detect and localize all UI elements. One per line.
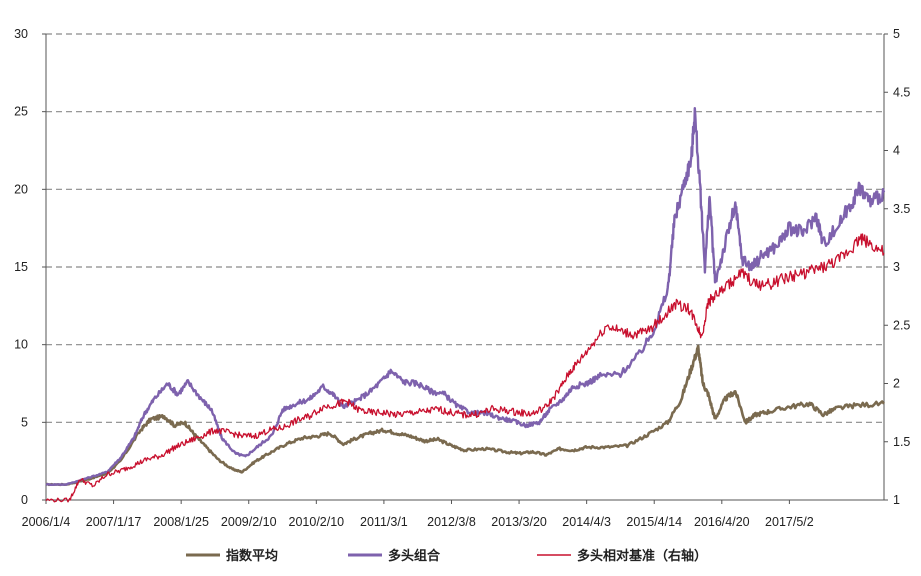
series-line [45,107,886,486]
y-right-tick-label: 5 [893,27,900,41]
y-left-tick-label: 5 [21,415,28,429]
y-right-tick-label: 2 [893,377,900,391]
y-right-tick-label: 1 [893,493,900,507]
y-left-tick-label: 10 [14,338,28,352]
x-tick-label: 2008/1/25 [153,515,209,529]
x-tick-label: 2009/2/10 [221,515,277,529]
series-line [45,344,885,487]
y-right-tick-label: 4.5 [893,85,910,99]
axis-layer: 0 5 10 15 20 25 30 1 1.5 2 2.5 3 3.5 4 4.5 5 2006/1/4 200… [14,27,910,529]
x-tick-label: 2015/4/14 [626,515,682,529]
x-tick-label: 2013/3/20 [491,515,547,529]
y-left-tick-label: 25 [14,105,28,119]
y-left-tick-label: 20 [14,182,28,196]
x-tick-label: 2010/2/10 [289,515,345,529]
y-right-tick-label: 3.5 [893,202,910,216]
legend: 指数平均 多头组合 多头相对基准（右轴） [186,548,707,564]
y-left-tick-label: 15 [14,260,28,274]
legend-label: 多头组合 [388,548,441,564]
x-tick-label: 2007/1/17 [86,515,142,529]
y-right-tick-label: 4 [893,144,900,158]
y-left-tick-label: 30 [14,27,28,41]
legend-label: 多头相对基准（右轴） [577,548,707,564]
series-line [45,233,885,503]
y-right-tick-label: 2.5 [893,318,910,332]
x-tick-label: 2014/4/3 [562,515,611,529]
x-tick-label: 2012/3/8 [427,515,476,529]
x-tick-label: 2017/5/2 [765,515,814,529]
y-right-tick-label: 3 [893,260,900,274]
series-layer [45,107,886,503]
x-tick-label: 2016/4/20 [694,515,750,529]
y-left-tick-label: 0 [21,493,28,507]
x-tick-label: 2011/3/1 [360,515,408,529]
legend-label: 指数平均 [226,548,278,564]
grid-layer [46,33,884,423]
y-right-tick-label: 1.5 [893,435,910,449]
x-tick-label: 2006/1/4 [22,515,71,529]
